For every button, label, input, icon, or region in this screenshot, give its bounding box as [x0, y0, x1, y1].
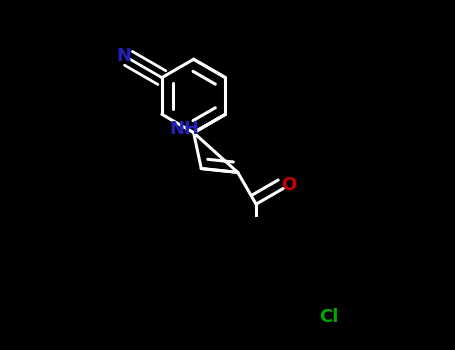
Text: Cl: Cl	[319, 308, 339, 326]
Text: N: N	[116, 47, 131, 65]
Text: NH: NH	[170, 120, 200, 138]
Text: O: O	[282, 176, 297, 194]
